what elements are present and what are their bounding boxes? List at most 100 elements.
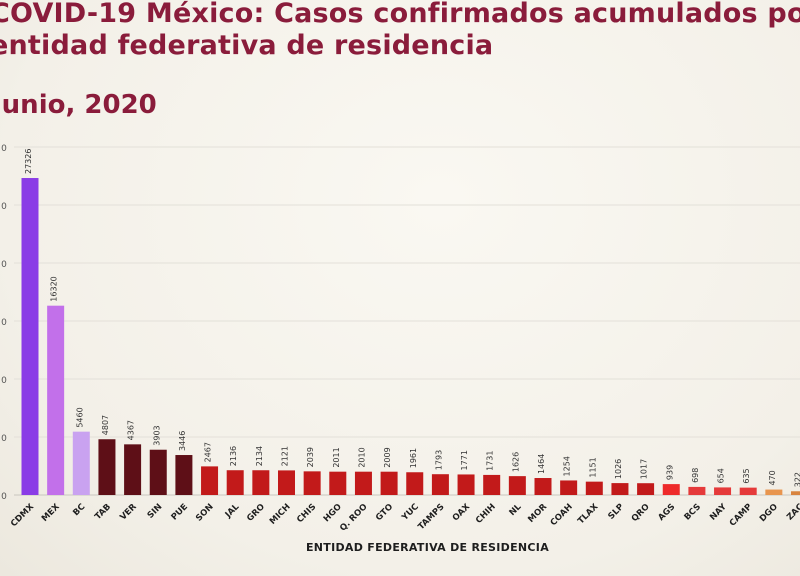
bar <box>329 471 347 495</box>
y-tick-label: 0 <box>1 144 7 154</box>
bar-value-label: 1151 <box>588 457 597 477</box>
bar <box>21 178 39 495</box>
bar-value-label: 654 <box>717 468 726 483</box>
x-tick-label: NL <box>508 502 524 518</box>
x-tick-label: CAMP <box>728 502 755 529</box>
bar-value-label: 1026 <box>614 459 623 479</box>
bar <box>380 471 398 495</box>
bar-value-label: 1464 <box>537 454 546 474</box>
bar <box>662 484 680 495</box>
bar-value-label: 1961 <box>409 448 418 468</box>
x-tick-label: AGS <box>656 502 677 523</box>
x-tick-label: SIN <box>146 502 165 521</box>
bar <box>508 476 526 495</box>
x-tick-label: CHIS <box>295 502 318 525</box>
bar-value-label: 698 <box>691 468 700 483</box>
chart-area: 0 0 0 0 0 0 0 27326 CDMX 16320 MEX 5460 BC 4807 TAB 436… <box>0 140 800 576</box>
x-tick-label: BCS <box>683 502 704 523</box>
chart-title: COVID-19 México: Casos confirmados acumu… <box>0 0 800 61</box>
bar-value-label: 4367 <box>127 420 136 440</box>
x-tick-label: MOR <box>526 502 549 525</box>
x-tick-label: HGO <box>322 502 344 524</box>
bar <box>534 478 552 495</box>
bar <box>791 491 800 495</box>
x-tick-label: BC <box>71 502 87 518</box>
x-tick-label: YUC <box>399 502 420 523</box>
bar <box>72 431 90 495</box>
x-tick-label: JAL <box>223 502 242 521</box>
y-tick-label: 0 <box>1 434 7 444</box>
bar-value-label: 939 <box>665 465 674 480</box>
bar-value-label: 16320 <box>50 276 59 301</box>
bar-value-label: 5460 <box>75 407 84 427</box>
bar <box>278 470 295 495</box>
y-tick-label: 0 <box>1 202 7 212</box>
bar-value-label: 2136 <box>229 446 238 466</box>
x-tick-label: QRO <box>630 502 652 524</box>
bar-value-label: 2039 <box>306 447 315 467</box>
bar-value-label: 3903 <box>152 425 161 445</box>
bar-chart: 0 0 0 0 0 0 0 27326 CDMX 16320 MEX 5460 BC 4807 TAB 436… <box>1 144 800 533</box>
x-tick-label: ZAC <box>785 502 800 522</box>
bar <box>457 474 475 495</box>
bar <box>765 489 783 495</box>
bar-value-label: 3446 <box>178 431 187 451</box>
x-tick-label: TAB <box>93 502 113 522</box>
x-tick-label: GRO <box>245 502 267 524</box>
y-tick-label: 0 <box>1 376 7 386</box>
x-tick-label: MICH <box>268 502 293 527</box>
x-tick-label: PUE <box>170 502 191 523</box>
bar <box>611 483 629 495</box>
bar <box>226 470 244 495</box>
bar-value-label: 2011 <box>332 447 341 467</box>
bar <box>303 471 321 495</box>
bar-value-label: 1626 <box>511 452 520 472</box>
bar <box>252 470 270 495</box>
bar <box>175 455 193 495</box>
bar-value-label: 4807 <box>101 415 110 435</box>
x-axis-title: ENTIDAD FEDERATIVA DE RESIDENCIA <box>305 541 550 554</box>
bar-value-label: 1254 <box>563 456 572 476</box>
bar <box>714 487 732 495</box>
x-tick-label: NAY <box>708 501 729 522</box>
bar-value-label: 2467 <box>204 442 213 462</box>
x-tick-label: MEX <box>40 502 62 524</box>
bar-value-label: 470 <box>768 470 777 485</box>
bar <box>124 444 142 495</box>
x-tick-label: DGO <box>758 502 780 524</box>
bar-value-label: 2121 <box>281 446 290 466</box>
bar <box>354 471 372 495</box>
bar-value-label: 27326 <box>24 149 33 174</box>
x-tick-label: SLP <box>606 502 626 522</box>
y-tick-label: 0 <box>1 492 7 502</box>
x-tick-label: COAH <box>549 502 575 528</box>
x-tick-label: OAX <box>451 502 473 524</box>
x-tick-label: GTO <box>374 502 395 523</box>
x-tick-label: Q. ROO <box>338 502 369 533</box>
bar <box>688 486 706 495</box>
bar <box>560 480 578 495</box>
x-tick-label: TAMPS <box>416 502 446 532</box>
bar <box>47 305 65 495</box>
bar <box>739 487 757 495</box>
bar <box>98 439 116 495</box>
y-tick-label: 0 <box>1 260 7 270</box>
x-tick-label: TLAX <box>576 502 601 527</box>
bar-value-label: 322 <box>794 472 800 487</box>
bar <box>585 481 603 495</box>
bar <box>149 449 167 495</box>
bar-value-label: 1771 <box>460 450 469 470</box>
bar <box>201 466 219 495</box>
bar <box>431 474 449 495</box>
bar <box>406 472 424 495</box>
bar-value-label: 1731 <box>486 451 495 471</box>
x-tick-label: VER <box>118 502 139 523</box>
x-tick-label: CHIH <box>474 502 498 526</box>
bar-value-label: 2134 <box>255 446 264 466</box>
x-tick-label: CDMX <box>9 502 36 529</box>
x-tick-label: SON <box>194 502 216 524</box>
bar <box>483 474 501 495</box>
bar-value-label: 635 <box>742 468 751 483</box>
chart-subtitle: Junio, 2020 <box>0 90 157 120</box>
bar-value-label: 1017 <box>640 459 649 479</box>
